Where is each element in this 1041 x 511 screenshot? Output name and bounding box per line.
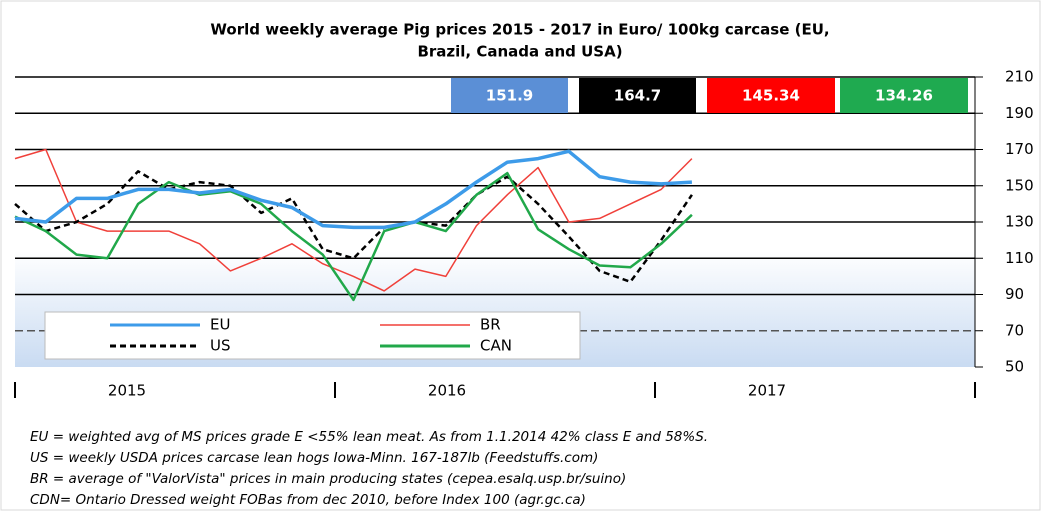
value-box xyxy=(707,78,835,113)
series-line xyxy=(14,148,693,292)
annotation: 164.7 xyxy=(614,87,661,105)
value-box xyxy=(451,78,568,113)
legend-label: US xyxy=(210,337,231,355)
footnote: BR = average of "ValorVista" prices in m… xyxy=(30,471,626,487)
y-tick-label: 70 xyxy=(1005,321,1024,339)
value-box xyxy=(579,78,696,113)
legend-label: BR xyxy=(480,316,501,334)
annotation: 145.34 xyxy=(742,87,800,105)
y-tick-label: 170 xyxy=(1005,140,1034,158)
y-tick-label: 210 xyxy=(1005,68,1034,86)
x-tick-label: 2015 xyxy=(108,382,146,400)
y-tick-label: 150 xyxy=(1005,176,1034,194)
footnote: EU = weighted avg of MS prices grade E <… xyxy=(30,429,708,445)
footnote: US = weekly USDA prices carcase lean hog… xyxy=(30,450,598,466)
value-box xyxy=(840,78,968,113)
legend-label: CAN xyxy=(480,337,512,355)
y-tick-label: 50 xyxy=(1005,358,1024,376)
y-tick-label: 130 xyxy=(1005,213,1034,231)
series-line xyxy=(14,149,693,230)
y-tick-label: 110 xyxy=(1005,249,1034,267)
y-tick-label: 90 xyxy=(1005,285,1024,303)
legend-label: EU xyxy=(210,316,230,334)
chart-title: World weekly average Pig prices 2015 - 2… xyxy=(210,21,829,39)
x-tick-label: 2016 xyxy=(428,382,466,400)
annotation: 134.26 xyxy=(875,87,933,105)
x-tick-label: 2017 xyxy=(748,382,786,400)
legend xyxy=(44,311,581,360)
series-line xyxy=(14,170,693,284)
chart-title: Brazil, Canada and USA) xyxy=(417,43,622,61)
footnote: CDN= Ontario Dressed weight FOBas from d… xyxy=(30,492,586,508)
y-tick-label: 190 xyxy=(1005,104,1034,122)
series-line xyxy=(14,171,693,302)
annotation: 151.9 xyxy=(486,87,533,105)
